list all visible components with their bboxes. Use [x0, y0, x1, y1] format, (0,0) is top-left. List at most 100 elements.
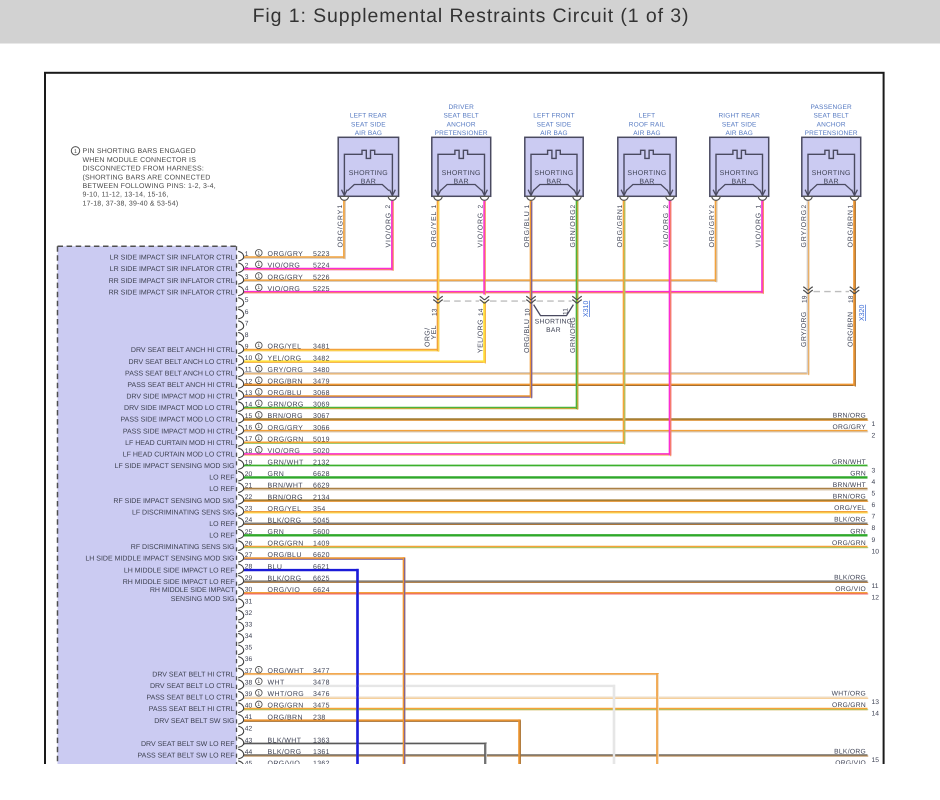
svg-text:BAR: BAR: [732, 179, 747, 186]
svg-text:25: 25: [245, 529, 253, 536]
svg-text:BLK/WHT: BLK/WHT: [268, 737, 302, 745]
svg-text:PASS SEAT BELT ANCH HI CTRL: PASS SEAT BELT ANCH HI CTRL: [127, 382, 234, 389]
svg-text:1: 1: [257, 285, 260, 291]
svg-text:BLK/ORG: BLK/ORG: [268, 748, 302, 756]
svg-text:18: 18: [848, 295, 855, 303]
svg-text:DRV SEAT BELT SW SIG: DRV SEAT BELT SW SIG: [154, 718, 234, 725]
svg-text:LF DISCRIMINATING SENS SIG: LF DISCRIMINATING SENS SIG: [132, 509, 235, 516]
svg-text:18: 18: [245, 448, 253, 455]
svg-text:GRN: GRN: [268, 529, 285, 536]
svg-text:ORG/GRY: ORG/GRY: [708, 209, 716, 248]
svg-text:ORG/GRN: ORG/GRN: [832, 702, 866, 709]
svg-text:1: 1: [755, 205, 762, 209]
svg-text:LF HEAD CURTAIN MOD HI CTRL: LF HEAD CURTAIN MOD HI CTRL: [125, 440, 235, 447]
svg-text:PASS SEAT BELT SW LO REF: PASS SEAT BELT SW LO REF: [138, 753, 235, 760]
svg-text:AIR BAG: AIR BAG: [540, 130, 567, 137]
svg-text:ORG/GRY: ORG/GRY: [268, 424, 304, 432]
svg-text:15: 15: [245, 413, 253, 420]
svg-text:ORG/YEL: ORG/YEL: [834, 505, 866, 512]
svg-text:1362: 1362: [313, 761, 330, 768]
svg-text:BLK/ORG: BLK/ORG: [834, 517, 866, 524]
svg-text:DRIVER: DRIVER: [448, 104, 474, 111]
svg-text:35: 35: [245, 645, 253, 652]
svg-text:LO REF: LO REF: [209, 486, 234, 493]
svg-text:10: 10: [245, 355, 253, 362]
svg-text:DRV SEAT BELT ANCH HI CTRL: DRV SEAT BELT ANCH HI CTRL: [131, 347, 235, 354]
svg-text:1: 1: [257, 390, 260, 396]
svg-text:SEAT SIDE: SEAT SIDE: [351, 121, 386, 128]
svg-text:2: 2: [663, 205, 670, 209]
svg-text:X310: X310: [583, 301, 590, 317]
svg-text:3069: 3069: [313, 402, 330, 409]
svg-text:ORG/GRN: ORG/GRN: [616, 208, 624, 247]
svg-text:15: 15: [872, 757, 880, 764]
svg-text:31: 31: [245, 598, 253, 605]
svg-text:3482: 3482: [313, 355, 330, 362]
svg-text:19: 19: [245, 459, 253, 466]
svg-text:5225: 5225: [313, 286, 330, 293]
svg-text:PASS SIDE IMPACT MOD LO CTRL: PASS SIDE IMPACT MOD LO CTRL: [121, 417, 235, 424]
svg-text:AIR BAG: AIR BAG: [725, 130, 752, 137]
svg-text:5600: 5600: [313, 529, 330, 536]
svg-text:GRY/ORG: GRY/ORG: [800, 209, 808, 248]
svg-text:16: 16: [245, 425, 253, 432]
svg-text:12: 12: [245, 378, 253, 385]
svg-text:GRN/WHT: GRN/WHT: [268, 459, 305, 467]
svg-text:44: 44: [245, 749, 253, 756]
svg-text:19: 19: [802, 295, 809, 303]
svg-text:3481: 3481: [313, 344, 330, 351]
svg-text:1: 1: [257, 436, 260, 442]
svg-text:DRV SEAT BELT ANCH LO CTRL: DRV SEAT BELT ANCH LO CTRL: [129, 359, 235, 366]
svg-text:3475: 3475: [313, 703, 330, 710]
svg-text:LH MIDDLE SIDE IMPACT LO REF: LH MIDDLE SIDE IMPACT LO REF: [124, 567, 235, 574]
svg-text:BAR: BAR: [639, 179, 654, 186]
svg-text:22: 22: [245, 494, 253, 501]
svg-text:3479: 3479: [313, 379, 330, 386]
svg-text:14: 14: [872, 711, 880, 718]
svg-text:13: 13: [872, 699, 880, 706]
svg-text:SHORTING: SHORTING: [535, 319, 573, 326]
svg-text:YEL: YEL: [431, 325, 438, 339]
svg-text:LR SIDE IMPACT SIR INFLATOR CT: LR SIDE IMPACT SIR INFLATOR CTRL: [110, 266, 235, 273]
svg-text:SEAT SIDE: SEAT SIDE: [722, 121, 757, 128]
svg-text:1: 1: [257, 702, 260, 708]
svg-text:3478: 3478: [313, 680, 330, 687]
svg-text:13: 13: [432, 308, 439, 316]
svg-text:ORG/GRY: ORG/GRY: [268, 250, 304, 258]
svg-text:3068: 3068: [313, 390, 330, 397]
svg-text:PRETENSIONER: PRETENSIONER: [805, 130, 858, 137]
svg-text:29: 29: [245, 575, 253, 582]
svg-text:ORG/VIO: ORG/VIO: [268, 760, 301, 768]
svg-text:6624: 6624: [313, 587, 330, 594]
svg-text:SENSING MOD SIG: SENSING MOD SIG: [171, 596, 235, 603]
svg-text:ORG/YEL: ORG/YEL: [430, 211, 438, 248]
svg-text:DRV SIDE IMPACT MOD LO CTRL: DRV SIDE IMPACT MOD LO CTRL: [124, 405, 235, 412]
svg-text:1409: 1409: [313, 541, 330, 548]
svg-text:7: 7: [245, 320, 249, 327]
svg-text:SEAT BELT: SEAT BELT: [814, 113, 849, 120]
svg-text:LH SIDE MIDDLE IMPACT SENSING: LH SIDE MIDDLE IMPACT SENSING MOD SIG: [85, 556, 234, 563]
svg-text:45: 45: [245, 760, 253, 767]
svg-text:LO REF: LO REF: [209, 521, 234, 528]
svg-text:4: 4: [245, 286, 249, 293]
svg-text:3: 3: [245, 274, 249, 281]
svg-text:ORG/: ORG/: [424, 328, 432, 348]
svg-text:WHT: WHT: [268, 680, 285, 687]
svg-text:BETWEEN FOLLOWING PINS: 1-2, 3: BETWEEN FOLLOWING PINS: 1-2, 3-4,: [83, 183, 216, 190]
svg-text:ORG/GRN: ORG/GRN: [832, 540, 866, 547]
svg-text:1: 1: [257, 274, 260, 280]
svg-text:RF SIDE IMPACT SENSING MOD SIG: RF SIDE IMPACT SENSING MOD SIG: [113, 498, 234, 505]
svg-text:1: 1: [257, 667, 260, 673]
svg-text:BAR: BAR: [546, 179, 561, 186]
svg-text:VIO/ORG: VIO/ORG: [755, 212, 763, 248]
svg-text:BRN/ORG: BRN/ORG: [833, 413, 866, 420]
svg-text:14: 14: [245, 401, 253, 408]
svg-text:27: 27: [245, 552, 253, 559]
svg-text:11: 11: [563, 308, 570, 315]
svg-text:ORG/GRN: ORG/GRN: [268, 702, 304, 710]
svg-text:38: 38: [245, 679, 253, 686]
svg-text:RF DISCRIMINATING SENS SIG: RF DISCRIMINATING SENS SIG: [131, 544, 235, 551]
svg-text:BRN/ORG: BRN/ORG: [268, 412, 303, 420]
svg-text:BAR: BAR: [546, 327, 561, 334]
svg-text:5045: 5045: [313, 517, 330, 524]
